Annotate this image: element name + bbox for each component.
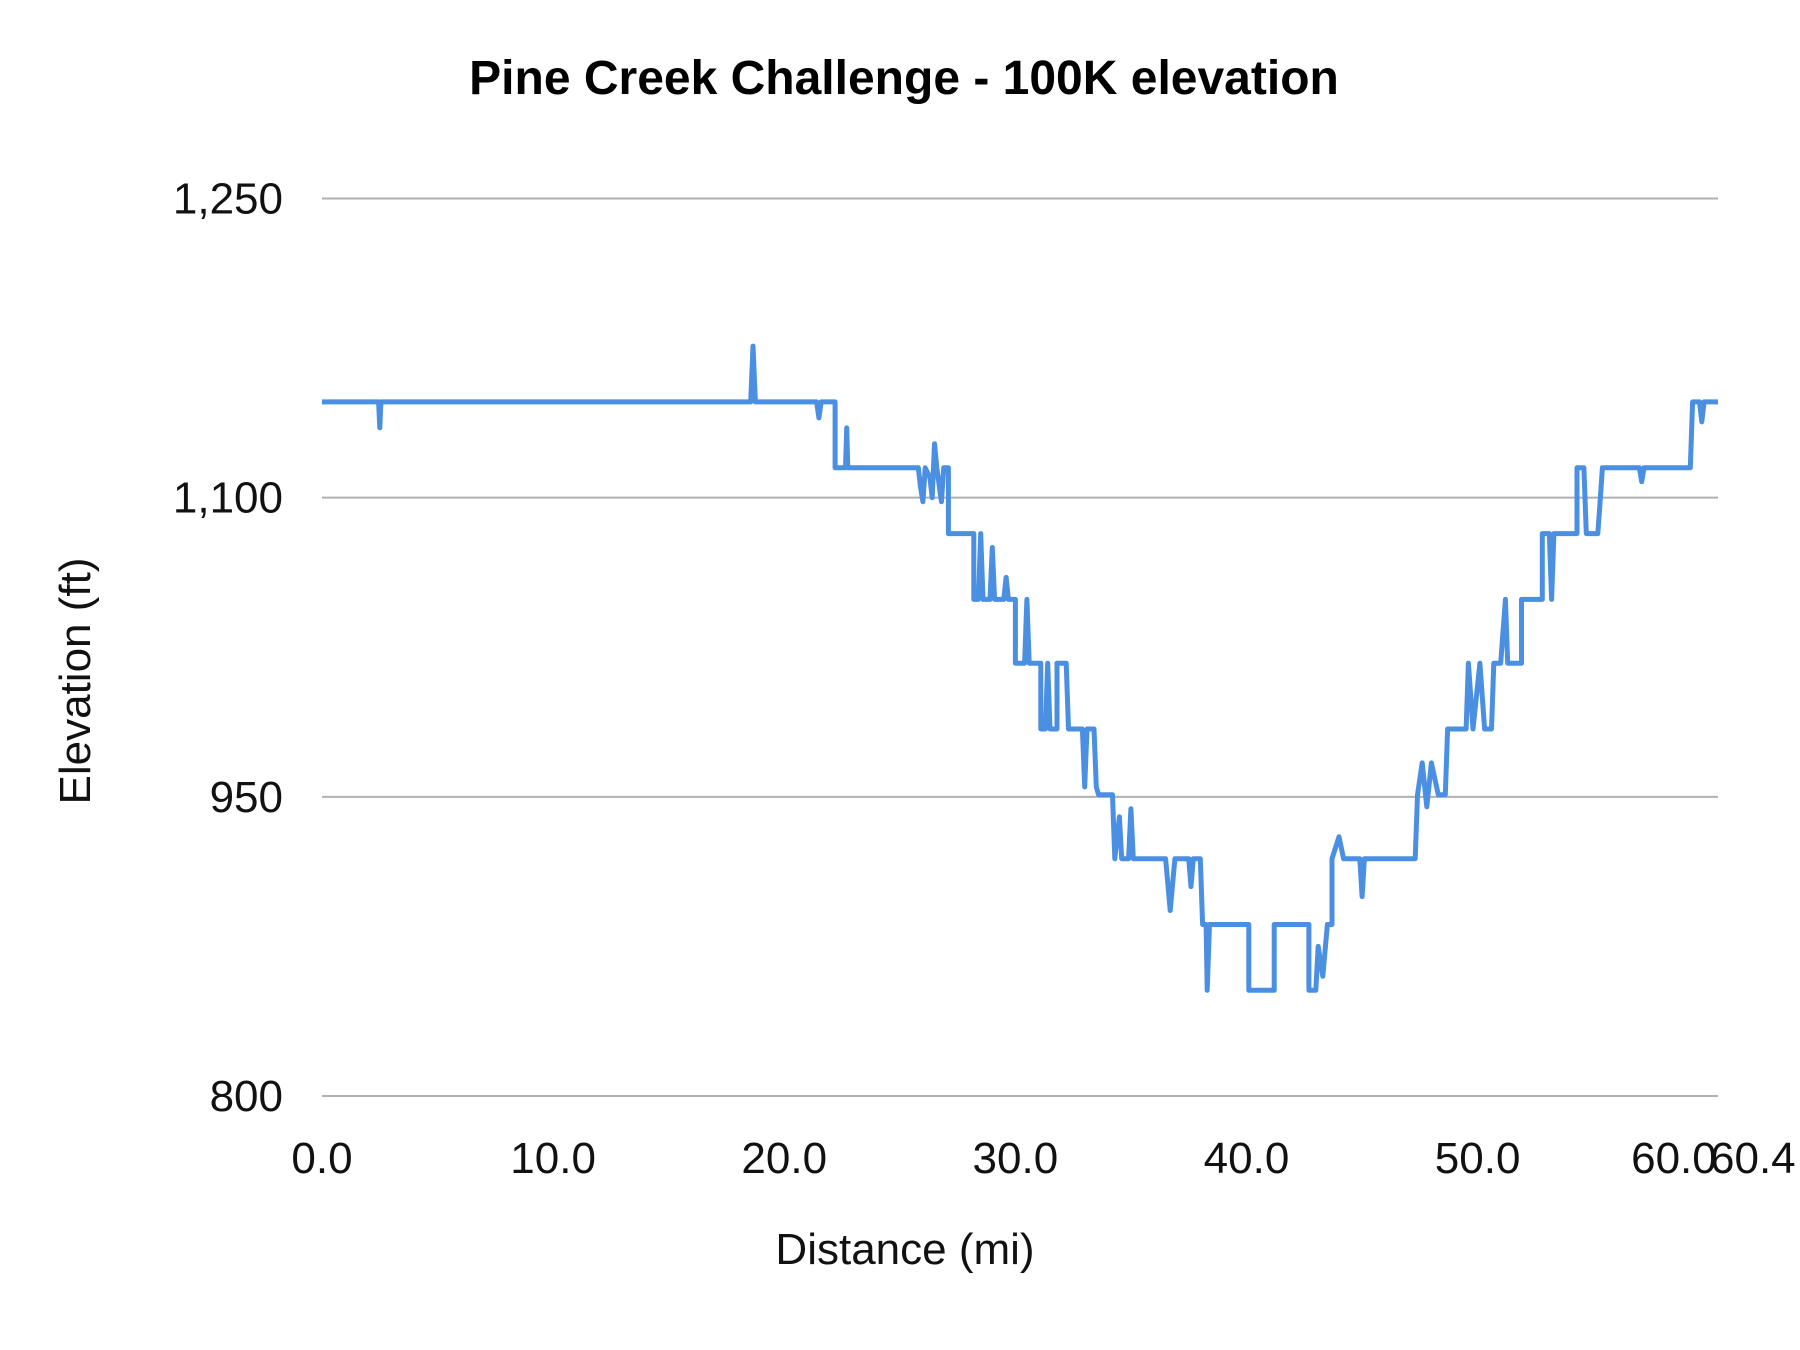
x-tick-label: 20.0 <box>741 1134 827 1183</box>
x-tick-label: 60.4 <box>1710 1134 1796 1183</box>
x-tick-label: 0.0 <box>291 1134 352 1183</box>
x-tick-label: 10.0 <box>510 1134 596 1183</box>
y-tick-label: 1,100 <box>173 474 283 523</box>
y-tick-label: 800 <box>210 1072 283 1121</box>
y-axis-title: Elevation (ft) <box>51 558 100 805</box>
x-tick-label: 40.0 <box>1204 1134 1290 1183</box>
x-axis-title: Distance (mi) <box>775 1225 1034 1274</box>
elevation-line <box>322 343 1718 993</box>
x-tick-label: 30.0 <box>973 1134 1059 1183</box>
chart-title: Pine Creek Challenge - 100K elevation <box>469 52 1339 105</box>
x-tick-label: 50.0 <box>1435 1134 1521 1183</box>
y-tick-label: 1,250 <box>173 175 283 224</box>
x-tick-label: 60.0 <box>1631 1134 1717 1183</box>
y-tick-label: 950 <box>210 773 283 822</box>
